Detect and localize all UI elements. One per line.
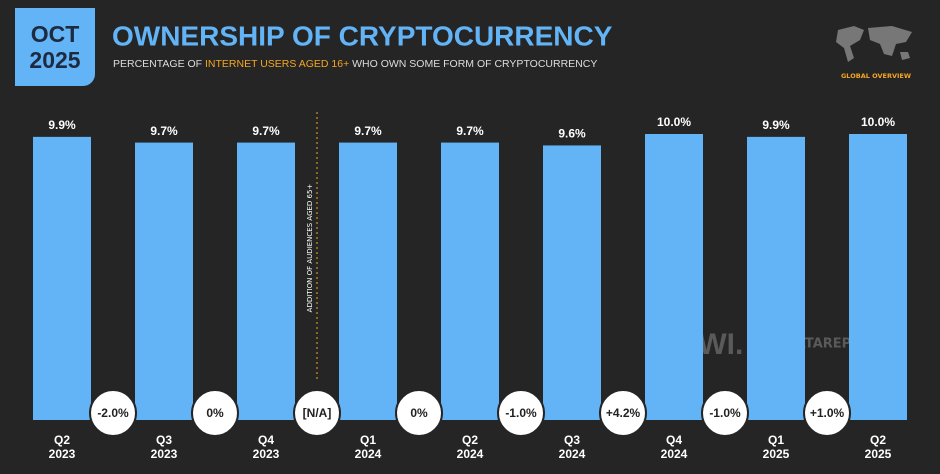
change-label: +1.0% bbox=[810, 406, 845, 420]
x-tick-label: Q3 2023 bbox=[150, 433, 178, 461]
value-label: 9.6% bbox=[558, 127, 586, 141]
change-badge bbox=[599, 389, 647, 437]
change-label: -2.0% bbox=[97, 406, 129, 420]
bar bbox=[747, 136, 805, 421]
x-tick-label: Q4 2024 bbox=[660, 433, 688, 461]
change-label: 0% bbox=[410, 406, 428, 420]
change-badge bbox=[497, 389, 545, 437]
bar bbox=[237, 142, 295, 420]
x-tick-label: Q4 2023 bbox=[252, 433, 280, 461]
change-badge bbox=[701, 389, 749, 437]
value-label: 10.0% bbox=[657, 115, 691, 129]
value-label: 9.7% bbox=[354, 124, 382, 138]
x-tick-label: Q1 2025 bbox=[762, 433, 790, 461]
bar bbox=[33, 136, 91, 421]
subtitle-part: PERCENTAGE OF bbox=[113, 58, 205, 70]
x-tick-label: Q3 2024 bbox=[558, 433, 586, 461]
chart-title: OWNERSHIP OF CRYPTOCURRENCY bbox=[112, 20, 613, 51]
change-badge bbox=[803, 389, 851, 437]
bar bbox=[543, 145, 601, 420]
change-label: -1.0% bbox=[709, 406, 741, 420]
annotation: ADDITION OF AUDIENCES AGED 65+ bbox=[306, 184, 314, 313]
bar bbox=[339, 142, 397, 420]
subtitle-part: WHO OWN SOME FORM OF CRYPTOCURRENCY bbox=[349, 58, 597, 70]
x-tick-label: Q2 2025 bbox=[864, 433, 892, 461]
x-tick-label: Q2 2024 bbox=[456, 433, 484, 461]
value-label: 10.0% bbox=[861, 115, 895, 129]
value-label: 9.9% bbox=[762, 118, 790, 132]
logo-label: GLOBAL OVERVIEW bbox=[841, 72, 911, 80]
value-label: 9.9% bbox=[48, 118, 76, 132]
bar bbox=[441, 142, 499, 420]
change-label: +4.2% bbox=[606, 406, 641, 420]
x-tick-label: Q2 2023 bbox=[48, 433, 76, 461]
bar bbox=[135, 142, 193, 420]
value-label: 9.7% bbox=[252, 124, 280, 138]
value-label: 9.7% bbox=[456, 124, 484, 138]
change-badge bbox=[293, 389, 341, 437]
subtitle-highlight: INTERNET USERS AGED 16+ bbox=[205, 58, 349, 70]
change-label: [N/A] bbox=[303, 406, 332, 420]
bar bbox=[849, 134, 907, 420]
x-tick-label: Q1 2024 bbox=[354, 433, 382, 461]
change-badge bbox=[395, 389, 443, 437]
world-map bbox=[836, 26, 912, 62]
value-label: 9.7% bbox=[150, 124, 178, 138]
bar bbox=[645, 134, 703, 420]
subtitle: PERCENTAGE OF INTERNET USERS AGED 16+ WH… bbox=[113, 58, 597, 70]
date-badge: OCT 2025 bbox=[15, 8, 95, 86]
change-label: -1.0% bbox=[505, 406, 537, 420]
change-badge bbox=[191, 389, 239, 437]
change-label: 0% bbox=[206, 406, 224, 420]
change-badge bbox=[89, 389, 137, 437]
